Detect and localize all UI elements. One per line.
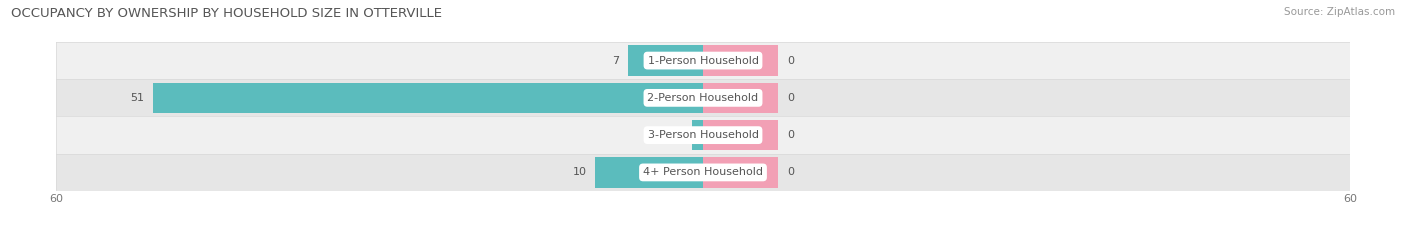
Bar <box>56 116 1350 154</box>
Text: Source: ZipAtlas.com: Source: ZipAtlas.com <box>1284 7 1395 17</box>
Text: 10: 10 <box>572 168 586 177</box>
Text: 4+ Person Household: 4+ Person Household <box>643 168 763 177</box>
Bar <box>56 154 1350 191</box>
Bar <box>56 79 1350 116</box>
Bar <box>153 82 703 113</box>
Bar <box>627 45 703 76</box>
Bar <box>56 42 1350 79</box>
Bar <box>703 82 779 113</box>
Bar <box>703 157 779 188</box>
Text: 0: 0 <box>787 168 794 177</box>
Text: 0: 0 <box>787 93 794 103</box>
Text: 1-Person Household: 1-Person Household <box>648 56 758 65</box>
Text: 7: 7 <box>612 56 619 65</box>
Bar <box>703 45 779 76</box>
Text: OCCUPANCY BY OWNERSHIP BY HOUSEHOLD SIZE IN OTTERVILLE: OCCUPANCY BY OWNERSHIP BY HOUSEHOLD SIZE… <box>11 7 443 20</box>
Text: 51: 51 <box>131 93 145 103</box>
Text: 0: 0 <box>787 56 794 65</box>
Text: 0: 0 <box>787 130 794 140</box>
Text: 1: 1 <box>676 130 683 140</box>
Bar <box>703 120 779 151</box>
Bar <box>595 157 703 188</box>
Bar <box>692 120 703 151</box>
Text: 3-Person Household: 3-Person Household <box>648 130 758 140</box>
Text: 2-Person Household: 2-Person Household <box>647 93 759 103</box>
